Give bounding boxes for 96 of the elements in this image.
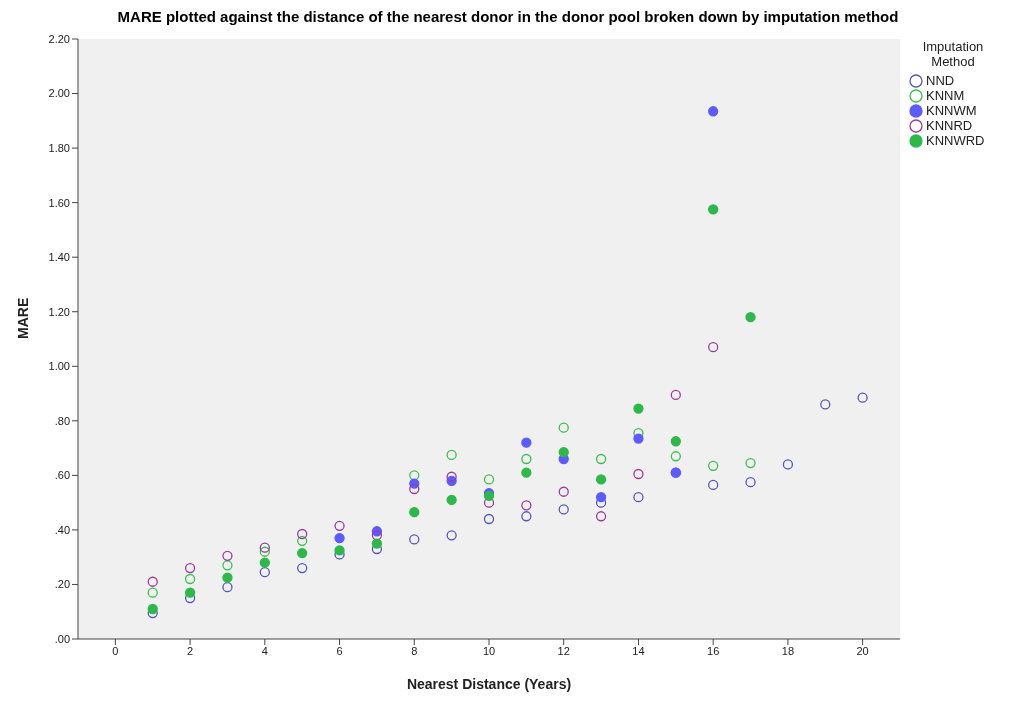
point: [595, 511, 607, 522]
x-tick-label: 8: [411, 644, 418, 657]
legend-label: KNNM: [926, 88, 965, 103]
point: [595, 492, 607, 503]
point: [782, 459, 794, 470]
chart-title: MARE plotted against the distance of the nearest donor in the donor pool broken down by imputation method: [116, 8, 900, 25]
point: [558, 504, 569, 515]
legend-title: Imputation Method: [921, 39, 985, 69]
point: [670, 436, 681, 447]
point: [558, 486, 569, 497]
point: [259, 557, 270, 568]
x-tick-label: 2: [187, 644, 194, 657]
x-tick-label: 6: [336, 644, 343, 657]
y-tick-label: 1.20: [48, 305, 70, 318]
x-tick-label: 4: [261, 644, 268, 657]
point: [371, 538, 383, 549]
x-axis-title: Nearest Distance (Years): [406, 676, 572, 692]
point: [297, 535, 308, 546]
point: [446, 494, 457, 506]
point: [708, 106, 719, 117]
point: [297, 547, 308, 559]
y-tick-label: .40: [54, 523, 70, 536]
y-tick-label: .80: [54, 414, 70, 427]
point: [857, 392, 868, 403]
point: [184, 573, 196, 585]
point: [222, 560, 233, 571]
point: [670, 451, 681, 462]
point: [708, 342, 719, 353]
point: [745, 477, 756, 488]
point: [708, 204, 719, 215]
x-tick-label: 16: [707, 644, 720, 657]
point: [633, 492, 644, 503]
point: [409, 483, 420, 495]
point: [521, 453, 532, 465]
point: [184, 587, 196, 598]
point: [633, 403, 644, 414]
point: [259, 546, 270, 557]
y-tick-label: 2.20: [48, 32, 70, 45]
x-tick-label: 10: [482, 644, 496, 657]
y-tick-label: 2.00: [48, 87, 70, 100]
point: [222, 572, 233, 583]
point: [259, 567, 270, 578]
point: [147, 603, 158, 615]
point: [334, 520, 345, 531]
point: [184, 562, 196, 574]
y-tick-label: .60: [54, 469, 70, 482]
point: [446, 530, 457, 541]
legend-label: NND: [926, 73, 955, 88]
point: [558, 422, 569, 433]
point: [371, 530, 383, 541]
point: [595, 474, 607, 485]
y-tick-label: 1.80: [48, 142, 70, 154]
point: [595, 453, 607, 465]
point: [483, 513, 495, 525]
point: [521, 437, 532, 448]
y-tick-label: .00: [54, 632, 70, 645]
point: [147, 576, 158, 587]
point: [409, 534, 420, 545]
point: [745, 312, 756, 323]
point: [708, 460, 719, 471]
point: [558, 447, 569, 458]
point: [259, 542, 270, 553]
point: [409, 507, 420, 518]
x-tick-label: 0: [112, 644, 119, 657]
legend-label: KNNWM: [926, 103, 977, 118]
x-tick-label: 12: [557, 644, 570, 657]
point: [521, 511, 532, 522]
point: [483, 474, 495, 485]
point: [334, 545, 345, 556]
y-tick-label: 1.00: [48, 360, 70, 373]
point: [222, 582, 233, 593]
x-tick-label: 18: [781, 644, 795, 657]
point: [633, 468, 644, 480]
legend-label: KNNRD: [926, 118, 973, 133]
point: [670, 389, 681, 401]
y-tick-label: .20: [54, 578, 70, 591]
point: [409, 470, 420, 481]
point: [633, 433, 644, 444]
point: [446, 449, 457, 461]
point: [708, 479, 719, 491]
y-tick-label: 1.60: [48, 196, 70, 209]
point: [521, 467, 532, 478]
point: [222, 550, 233, 561]
point: [745, 457, 756, 469]
x-tick-label: 20: [856, 644, 869, 657]
point: [297, 562, 308, 574]
point: [147, 587, 158, 598]
y-tick-label: 1.40: [48, 251, 70, 264]
legend-label: KNNWRD: [926, 133, 985, 148]
point: [446, 471, 457, 482]
y-axis-title: MARE: [14, 297, 31, 339]
point: [334, 532, 345, 544]
point: [820, 399, 831, 410]
point: [297, 528, 308, 540]
point: [521, 500, 532, 511]
x-tick-label: 14: [632, 644, 645, 657]
